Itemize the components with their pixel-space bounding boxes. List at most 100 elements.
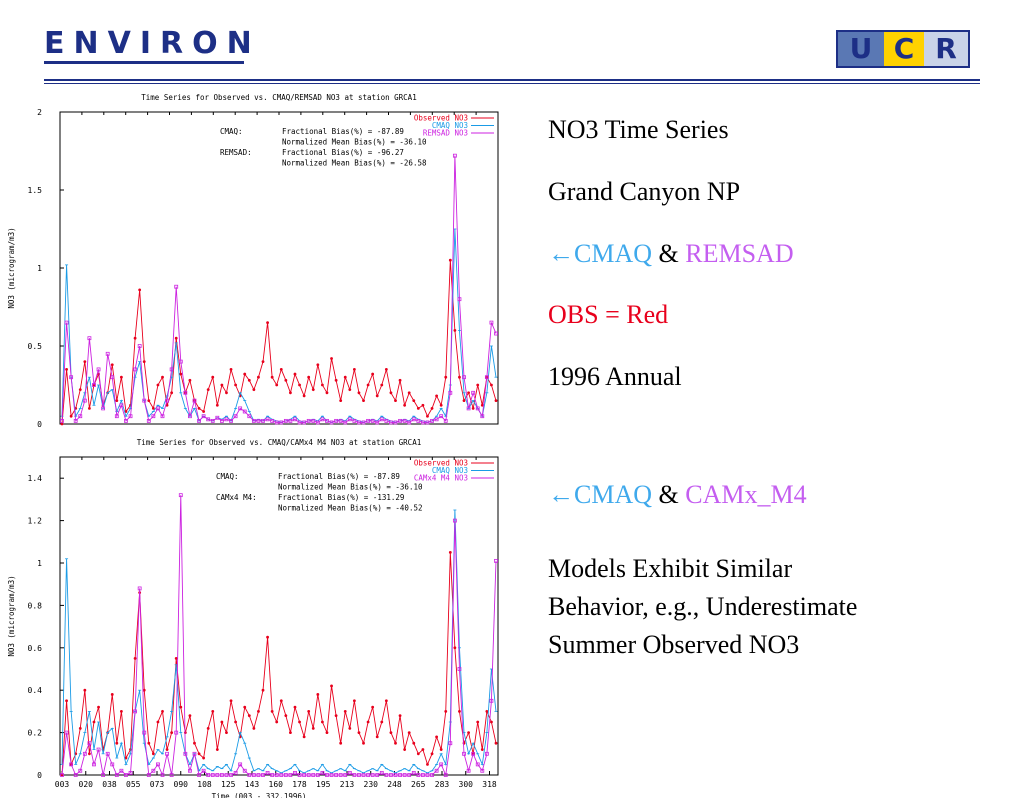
series-point — [467, 731, 470, 734]
series-point — [426, 763, 429, 766]
series-point — [60, 418, 64, 423]
series-point — [87, 741, 92, 746]
series-point — [161, 375, 164, 379]
series-point — [403, 403, 407, 407]
series-point — [494, 741, 498, 745]
series-point — [444, 375, 448, 379]
series-point — [362, 399, 365, 402]
series-point — [188, 768, 192, 773]
series-point — [211, 710, 215, 713]
x-tick-label: 003 — [55, 780, 70, 789]
series-point — [179, 705, 183, 709]
series-point — [306, 773, 311, 777]
series-point — [88, 407, 91, 410]
series-point — [384, 368, 388, 371]
series-point — [138, 288, 142, 292]
series-point — [316, 693, 320, 696]
series-point — [434, 768, 439, 773]
series-point — [133, 336, 137, 340]
series-point — [97, 705, 100, 709]
series-point — [494, 558, 498, 563]
series-point — [256, 418, 261, 423]
series-line-0 — [61, 260, 497, 425]
series-point — [389, 391, 393, 395]
series-point — [398, 714, 402, 718]
series-point — [457, 667, 462, 671]
series-point — [92, 720, 96, 724]
stats-value: Fractional Bias(%) = -96.27 — [282, 148, 404, 157]
series-point — [146, 418, 151, 423]
y-tick-label: 0.8 — [28, 601, 43, 610]
series-point — [361, 773, 366, 777]
series-point — [211, 375, 215, 379]
series-point — [371, 372, 375, 376]
series-point — [274, 420, 279, 425]
series-point — [357, 391, 361, 395]
series-point — [393, 420, 398, 425]
series-point — [192, 398, 197, 403]
series-point — [124, 418, 128, 423]
series-point — [466, 406, 471, 411]
series-point — [206, 417, 211, 422]
stats-model-label: CAMx4 M4: — [216, 493, 257, 502]
cmaq-label: CMAQ — [574, 239, 653, 268]
series-point — [210, 418, 215, 423]
ucr-logo-r: R — [924, 32, 968, 66]
series-point — [233, 770, 238, 775]
series-point — [78, 414, 83, 419]
series-point — [489, 320, 494, 325]
series-point — [439, 762, 444, 767]
series-point — [202, 410, 206, 413]
series-point — [197, 418, 201, 423]
series-point — [188, 714, 192, 718]
series-point — [329, 420, 334, 425]
y-tick-label: 1.5 — [28, 186, 43, 195]
series-point — [421, 403, 425, 407]
series-point — [225, 391, 228, 395]
x-tick-label: 038 — [102, 780, 117, 789]
series-point — [289, 391, 292, 395]
series-point — [361, 420, 366, 425]
legend-label: Observed NO3 — [414, 459, 468, 468]
series-point — [475, 762, 480, 767]
series-point — [160, 773, 165, 777]
series-point — [334, 378, 338, 382]
series-point — [338, 773, 343, 777]
series-point — [380, 720, 384, 724]
series-point — [229, 418, 233, 423]
series-point — [219, 773, 224, 777]
series-point — [362, 741, 365, 745]
series-point — [325, 731, 329, 734]
series-point — [293, 417, 297, 422]
y-tick-label: 0 — [37, 771, 42, 780]
series-point — [320, 770, 325, 775]
series-point — [485, 710, 489, 713]
series-point — [453, 646, 457, 650]
stats-model-label: REMSAD: — [220, 148, 252, 157]
series-point — [178, 493, 183, 498]
series-point — [197, 773, 201, 777]
stats-value: Fractional Bias(%) = -87.89 — [278, 472, 400, 481]
amp: & — [652, 480, 686, 509]
series-point — [339, 399, 343, 402]
series-point — [92, 762, 96, 767]
series-point — [69, 375, 74, 380]
series-point — [426, 414, 429, 418]
series-point — [366, 383, 370, 387]
series-point — [265, 417, 270, 422]
series-point — [453, 329, 457, 332]
series-point — [462, 375, 466, 380]
series-point — [384, 699, 388, 703]
series-point — [83, 688, 87, 692]
series-point — [293, 372, 297, 376]
series-point — [197, 752, 201, 756]
series-point — [151, 407, 155, 410]
series-point — [156, 720, 160, 724]
series-point — [206, 726, 210, 730]
x-tick-label: 073 — [150, 780, 165, 789]
series-point — [480, 768, 485, 773]
series-point — [188, 414, 192, 419]
series-point — [452, 153, 457, 158]
series-point — [407, 391, 411, 395]
series-line-2 — [61, 155, 497, 423]
